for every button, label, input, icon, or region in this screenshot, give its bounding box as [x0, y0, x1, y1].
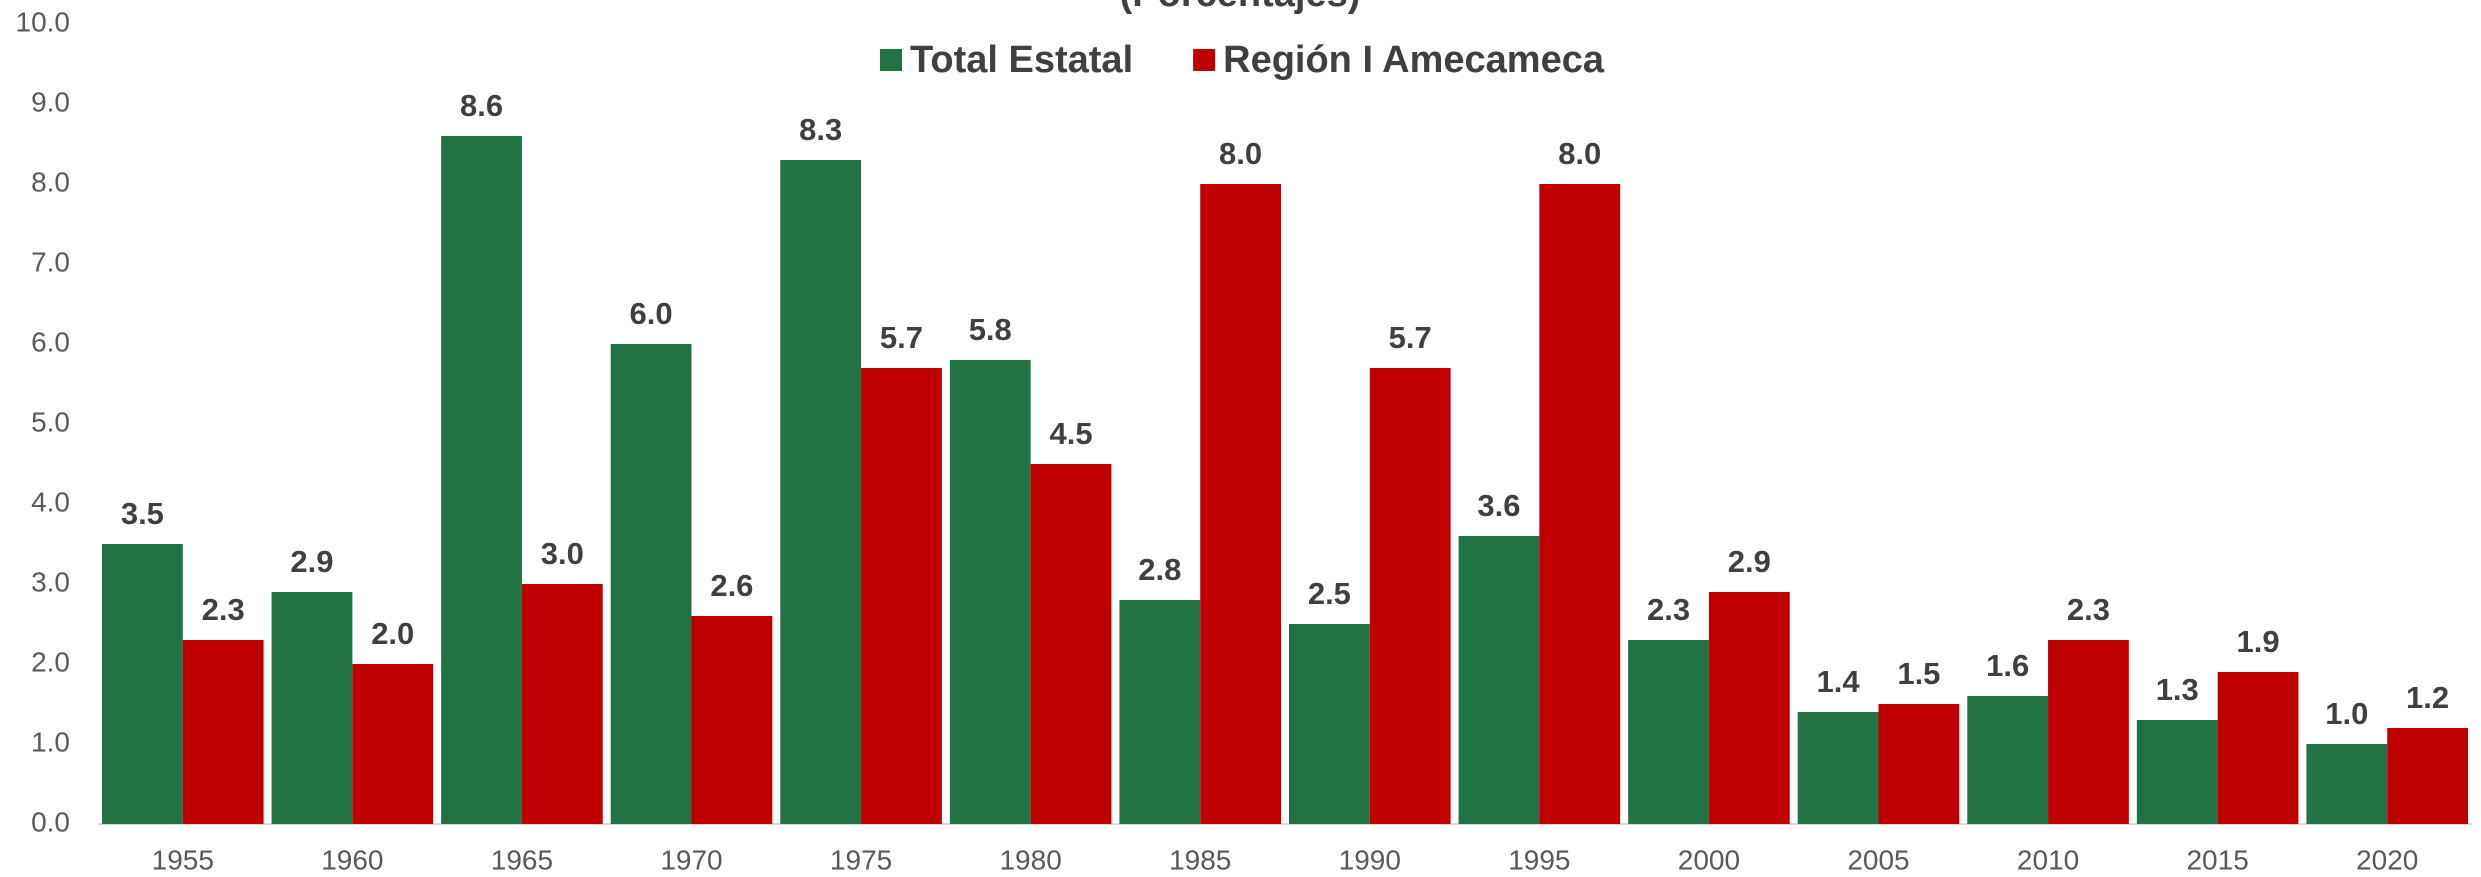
y-tick-label: 0.0 — [31, 806, 70, 837]
bar — [861, 368, 942, 824]
value-label: 2.8 — [1138, 552, 1181, 587]
y-tick-label: 9.0 — [31, 86, 70, 117]
bar — [949, 360, 1031, 824]
value-label: 2.3 — [1647, 592, 1690, 627]
bar — [1878, 704, 1960, 824]
value-label: 5.8 — [969, 312, 1012, 347]
y-tick-label: 10.0 — [16, 6, 71, 37]
bar — [352, 664, 434, 824]
value-label: 2.3 — [2067, 592, 2110, 627]
value-label: 6.0 — [630, 296, 673, 331]
bar — [2136, 720, 2218, 824]
y-tick-label: 3.0 — [31, 566, 70, 597]
y-tick-label: 6.0 — [31, 326, 70, 357]
bar — [1539, 184, 1621, 824]
legend-label: Total Estatal — [910, 39, 1133, 81]
value-label: 8.0 — [1558, 136, 1601, 171]
x-tick-label: 1970 — [660, 844, 722, 875]
x-tick-label: 1975 — [830, 844, 892, 875]
x-tick-label: 2015 — [2186, 844, 2248, 875]
x-tick-label: 1960 — [321, 844, 383, 875]
bar — [691, 616, 773, 824]
legend-swatch — [1193, 49, 1216, 71]
bar — [1797, 712, 1879, 824]
value-label: 5.7 — [1389, 320, 1432, 355]
bar — [1200, 184, 1281, 824]
x-tick-label: 2005 — [1847, 844, 1909, 875]
bar — [1458, 536, 1540, 824]
bar — [1628, 640, 1709, 824]
bar — [1289, 624, 1370, 824]
bar — [2217, 672, 2299, 824]
bar — [182, 640, 264, 824]
value-label: 2.9 — [290, 544, 333, 579]
value-label: 2.6 — [710, 568, 753, 603]
value-label: 1.5 — [1897, 656, 1940, 691]
value-label: 2.0 — [371, 616, 414, 651]
legend-swatch — [880, 49, 902, 71]
bar — [2306, 744, 2388, 824]
x-tick-label: 1985 — [1169, 844, 1231, 875]
x-tick-label: 1995 — [1508, 844, 1570, 875]
y-tick-label: 7.0 — [31, 246, 70, 277]
bar — [2048, 640, 2129, 824]
value-label: 1.0 — [2325, 696, 2368, 731]
value-label: 2.3 — [202, 592, 245, 627]
bar — [1119, 600, 1201, 824]
bar — [610, 344, 692, 824]
bar — [1708, 592, 1790, 824]
bar — [441, 136, 522, 824]
value-label: 1.9 — [2236, 624, 2279, 659]
value-label: 1.2 — [2406, 680, 2449, 715]
value-label: 1.3 — [2156, 672, 2199, 707]
bar — [2387, 728, 2468, 824]
value-label: 8.3 — [799, 112, 842, 147]
y-tick-label: 1.0 — [31, 726, 70, 757]
value-label: 8.6 — [460, 88, 503, 123]
y-tick-label: 8.0 — [31, 166, 70, 197]
bar — [780, 160, 862, 824]
x-tick-label: 1980 — [999, 844, 1061, 875]
value-label: 1.6 — [1986, 648, 2029, 683]
value-label: 3.5 — [121, 496, 164, 531]
bar — [1369, 368, 1451, 824]
value-label: 3.6 — [1477, 488, 1520, 523]
y-tick-label: 2.0 — [31, 646, 70, 677]
x-tick-label: 2020 — [2356, 844, 2418, 875]
y-tick-label: 5.0 — [31, 406, 70, 437]
value-label: 8.0 — [1219, 136, 1262, 171]
legend-label: Región I Amecameca — [1223, 39, 1605, 81]
x-tick-label: 1965 — [491, 844, 553, 875]
value-label: 5.7 — [880, 320, 923, 355]
x-tick-label: 2000 — [1678, 844, 1740, 875]
bar — [102, 544, 183, 824]
value-label: 2.9 — [1728, 544, 1771, 579]
bar — [521, 584, 603, 824]
y-tick-label: 4.0 — [31, 486, 70, 517]
value-label: 3.0 — [541, 536, 584, 571]
bar — [271, 592, 353, 824]
x-tick-label: 1990 — [1339, 844, 1401, 875]
value-label: 1.4 — [1817, 664, 1861, 699]
bar — [1030, 464, 1112, 824]
x-tick-label: 1955 — [152, 844, 214, 875]
bar — [1967, 696, 2049, 824]
x-tick-label: 2010 — [2017, 844, 2079, 875]
value-label: 2.5 — [1308, 576, 1351, 611]
value-label: 4.5 — [1049, 416, 1092, 451]
chart-subtitle: (Porcentajes) — [1120, 0, 1361, 15]
